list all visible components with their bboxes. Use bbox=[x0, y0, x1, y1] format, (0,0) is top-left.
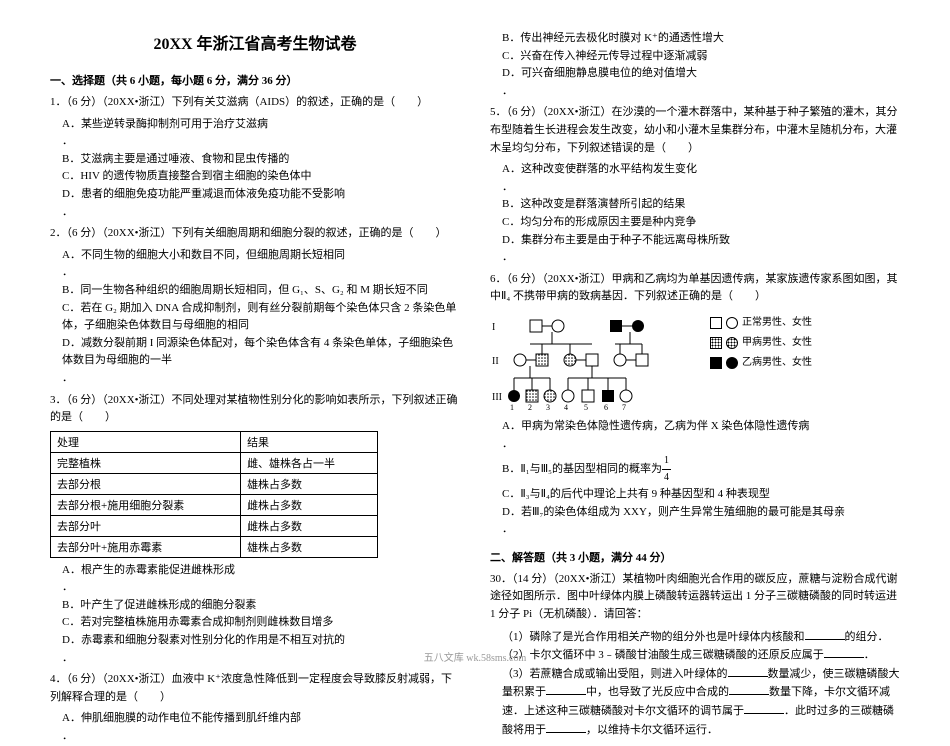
q6-A: A．甲病为常染色体隐性遗传病，乙病为伴 X 染色体隐性遗传病 bbox=[502, 418, 900, 436]
q30-3: （3）若蔗糖合成或输出受阻，则进入叶绿体的数量减少，使三碳糖磷酸大量积累于中，也… bbox=[502, 665, 900, 739]
q5-stem: 5．（6 分）（20XX•浙江）在沙漠的一个灌木群落中，某种基于种子繁殖的灌木，… bbox=[490, 104, 900, 157]
q2-stem: 2．（6 分）（20XX•浙江）下列有关细胞周期和细胞分裂的叙述，正确的是（ ） bbox=[50, 225, 460, 243]
svg-text:1: 1 bbox=[510, 403, 514, 412]
page-footer: 五八文库 wk.58sms.com bbox=[0, 649, 950, 664]
q5-B: B．这种改变是群落演替所引起的结果 bbox=[502, 196, 900, 214]
q3-C: C．若对完整植株施用赤霉素合成抑制剂则雌株数目增多 bbox=[62, 614, 460, 632]
svg-text:2: 2 bbox=[528, 403, 532, 412]
q6-C: C．Ⅱ₃与Ⅱ₄的后代中理论上共有 9 种基因型和 4 种表现型 bbox=[502, 486, 900, 504]
q1-A: A．某些逆转录酶抑制剂可用于治疗艾滋病 bbox=[62, 116, 460, 134]
q5-D: D．集群分布主要是由于种子不能远离母株所致 bbox=[502, 232, 900, 250]
q1-C: C．HIV 的遗传物质直接整合到宿主细胞的染色体中 bbox=[62, 168, 460, 186]
q1-D: D．患者的细胞免疫功能严重减退而体液免疫功能不受影响 bbox=[62, 186, 460, 204]
q4-stem: 4．（6 分）（20XX•浙江）血液中 K⁺浓度急性降低到一定程度会导致膝反射减… bbox=[50, 671, 460, 706]
legend-disease-b: 乙病男性、女性 bbox=[742, 354, 812, 372]
svg-text:6: 6 bbox=[604, 403, 608, 412]
q2-A: A．不同生物的细胞大小和数目不同，但细胞周期长短相同 bbox=[62, 247, 460, 265]
q2-D: D．减数分裂前期 I 同源染色体配对，每个染色体含有 4 条染色单体，子细胞染色… bbox=[62, 335, 460, 370]
q4-C: C．兴奋在传入神经元传导过程中逐渐减弱 bbox=[502, 48, 900, 66]
q1-stem: 1．（6 分）（20XX•浙江）下列有关艾滋病（AIDS）的叙述，正确的是（ ） bbox=[50, 94, 460, 112]
section-2-heading: 二、解答题（共 3 小题，满分 44 分） bbox=[490, 549, 900, 565]
q3-stem: 3．（6 分）（20XX•浙江）不同处理对某植物性别分化的影响如表所示，下列叙述… bbox=[50, 392, 460, 427]
right-column: B．传出神经元去极化时膜对 K⁺的通透性增大 C．兴奋在传入神经元传导过程中逐渐… bbox=[475, 30, 915, 652]
q3-th-1: 结果 bbox=[241, 431, 378, 452]
page-title: 20XX 年浙江省高考生物试卷 bbox=[50, 30, 460, 54]
pedigree-legend: 正常男性、女性 甲病男性、女性 乙病男性、女性 bbox=[710, 312, 812, 374]
svg-text:I: I bbox=[492, 322, 495, 333]
q4-A: A．伸肌细胞膜的动作电位不能传播到肌纤维内部 bbox=[62, 710, 460, 728]
svg-text:7: 7 bbox=[622, 403, 626, 412]
svg-text:5: 5 bbox=[584, 403, 588, 412]
svg-text:II: II bbox=[492, 356, 499, 367]
q4-D: D．可兴奋细胞静息膜电位的绝对值增大 bbox=[502, 65, 900, 83]
pedigree-svg: I II III 1 2 3 4 5 6 7 bbox=[490, 312, 700, 412]
q2-B: B．同一生物各种组织的细胞周期长短相同，但 G₁、S、G₂ 和 M 期长短不同 bbox=[62, 282, 460, 300]
q5-A: A．这种改变使群落的水平结构发生变化 bbox=[502, 161, 900, 179]
q1-B: B．艾滋病主要是通过唾液、食物和昆虫传播的 bbox=[62, 151, 460, 169]
svg-text:III: III bbox=[492, 392, 502, 403]
q3-A: A．根产生的赤霉素能促进雌株形成 bbox=[62, 562, 460, 580]
pedigree-figure: I II III 1 2 3 4 5 6 7 正常男性、女性 甲病男性、女性 乙病男性、女性 bbox=[490, 312, 900, 412]
q3-B: B．叶产生了促进雌株形成的细胞分裂素 bbox=[62, 597, 460, 615]
svg-text:4: 4 bbox=[564, 403, 568, 412]
q6-stem: 6．（6 分）（20XX•浙江）甲病和乙病均为单基因遗传病，某家族遗传家系图如图… bbox=[490, 271, 900, 306]
q3-D: D．赤霉素和细胞分裂素对性别分化的作用是不相互对抗的 bbox=[62, 632, 460, 650]
q3-th-0: 处理 bbox=[51, 431, 241, 452]
q2-C: C．若在 G₂ 期加入 DNA 合成抑制剂，则有丝分裂前期每个染色体只含 2 条… bbox=[62, 300, 460, 335]
q30-stem: 30．（14 分）（20XX•浙江）某植物叶肉细胞光合作用的碳反应，蔗糖与淀粉合… bbox=[490, 571, 900, 624]
q6-B: B．Ⅱ₁与Ⅲ₅的基因型相同的概率为14 bbox=[502, 453, 900, 486]
q5-C: C．均匀分布的形成原因主要是种内竞争 bbox=[502, 214, 900, 232]
section-1-heading: 一、选择题（共 6 小题，每小题 6 分，满分 36 分） bbox=[50, 72, 460, 88]
legend-normal: 正常男性、女性 bbox=[742, 314, 812, 332]
q30-1: （1）磷除了是光合作用相关产物的组分外也是叶绿体内核酸和的组分． bbox=[502, 628, 900, 647]
legend-disease-a: 甲病男性、女性 bbox=[742, 334, 812, 352]
q4-B: B．传出神经元去极化时膜对 K⁺的通透性增大 bbox=[502, 30, 900, 48]
left-column: 20XX 年浙江省高考生物试卷 一、选择题（共 6 小题，每小题 6 分，满分 … bbox=[35, 30, 475, 652]
svg-text:3: 3 bbox=[546, 403, 550, 412]
q6-D: D．若Ⅲ₇的染色体组成为 XXY，则产生异常生殖细胞的最可能是其母亲 bbox=[502, 504, 900, 522]
q3-table: 处理结果 完整植株雌、雄株各占一半 去部分根雄株占多数 去部分根+施用细胞分裂素… bbox=[50, 431, 378, 558]
